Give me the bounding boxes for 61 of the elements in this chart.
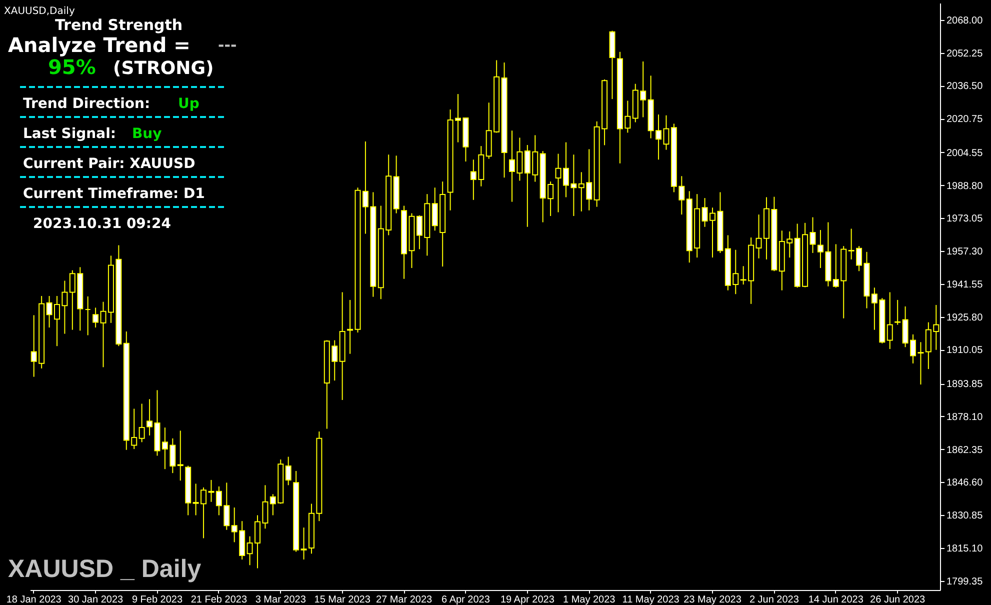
- x-tick-label: 18 Jan 2023: [6, 594, 62, 605]
- candlestick: [285, 456, 292, 486]
- candlestick: [293, 470, 300, 552]
- y-tick-label: 2068.00: [946, 15, 984, 26]
- x-tick-label: 19 Apr 2023: [500, 594, 555, 605]
- annotation: 2023.10.31 09:24: [33, 216, 172, 232]
- chart-title: XAUUSD,Daily: [4, 6, 75, 17]
- y-tick-label: 2020.75: [946, 114, 984, 126]
- x-tick-label: 2 Jun 2023: [749, 594, 800, 605]
- annotation: ---: [218, 36, 237, 54]
- y-tick-label: 1941.55: [946, 279, 984, 290]
- candlestick: [501, 62, 508, 178]
- y-tick-label: 1846.60: [946, 478, 984, 489]
- x-tick-label: 15 Mar 2023: [314, 594, 371, 605]
- y-tick-label: 1893.85: [946, 379, 984, 390]
- candlestick: [810, 216, 816, 254]
- annotation: 95%: [48, 55, 96, 79]
- annotation: Trend Strength: [55, 16, 183, 34]
- y-tick-label: 1830.85: [946, 510, 984, 522]
- x-tick-label: 23 May 2023: [684, 594, 742, 605]
- candlestick: [177, 430, 184, 482]
- annotation: Up: [178, 96, 200, 112]
- x-tick-label: 26 Jun 2023: [870, 594, 926, 605]
- y-tick-label: 2004.55: [946, 148, 984, 159]
- y-tick-label: 1878.10: [946, 412, 984, 423]
- candlestick: [609, 30, 616, 100]
- x-tick-label: 30 Jan 2023: [68, 594, 124, 605]
- candlestick: [886, 292, 893, 350]
- annotation: Current Pair: XAUUSD: [23, 156, 196, 172]
- annotation: Analyze Trend =: [8, 33, 190, 57]
- y-tick-label: 1973.05: [946, 214, 984, 225]
- annotation: (STRONG): [113, 58, 214, 79]
- annotation: Current Timeframe: D1: [23, 186, 205, 202]
- annotation: Buy: [132, 126, 162, 142]
- x-tick-label: 11 May 2023: [622, 594, 680, 605]
- annotation: Last Signal:: [23, 126, 116, 142]
- x-tick-label: 21 Feb 2023: [190, 594, 248, 605]
- y-tick-label: 1988.80: [946, 180, 984, 192]
- x-tick-label: 9 Feb 2023: [132, 594, 183, 605]
- y-tick-label: 2052.25: [946, 48, 984, 60]
- y-tick-label: 1799.35: [946, 576, 984, 588]
- y-tick-label: 1862.35: [946, 444, 984, 456]
- candlestick: [894, 299, 901, 326]
- candlestick: [300, 527, 307, 560]
- x-tick-label: 3 Mar 2023: [255, 594, 306, 605]
- x-tick-label: 14 Jun 2023: [808, 594, 864, 605]
- annotation: Trend Direction:: [23, 96, 150, 112]
- candlestick: [339, 292, 346, 400]
- candlestick: [393, 155, 400, 214]
- y-tick-label: 1910.05: [946, 345, 984, 356]
- y-tick-label: 1815.10: [946, 544, 984, 555]
- annotation: XAUUSD _ Daily: [8, 555, 202, 583]
- candlestick: [84, 296, 91, 336]
- x-tick-label: 6 Apr 2023: [442, 594, 490, 605]
- candlestick: [92, 307, 99, 328]
- y-tick-label: 1957.30: [946, 246, 984, 258]
- y-tick-label: 1925.80: [946, 312, 984, 324]
- x-tick-label: 1 May 2023: [562, 594, 616, 605]
- y-tick-label: 2036.50: [946, 81, 984, 92]
- candlestick: [138, 403, 145, 443]
- x-tick-label: 27 Mar 2023: [376, 594, 433, 605]
